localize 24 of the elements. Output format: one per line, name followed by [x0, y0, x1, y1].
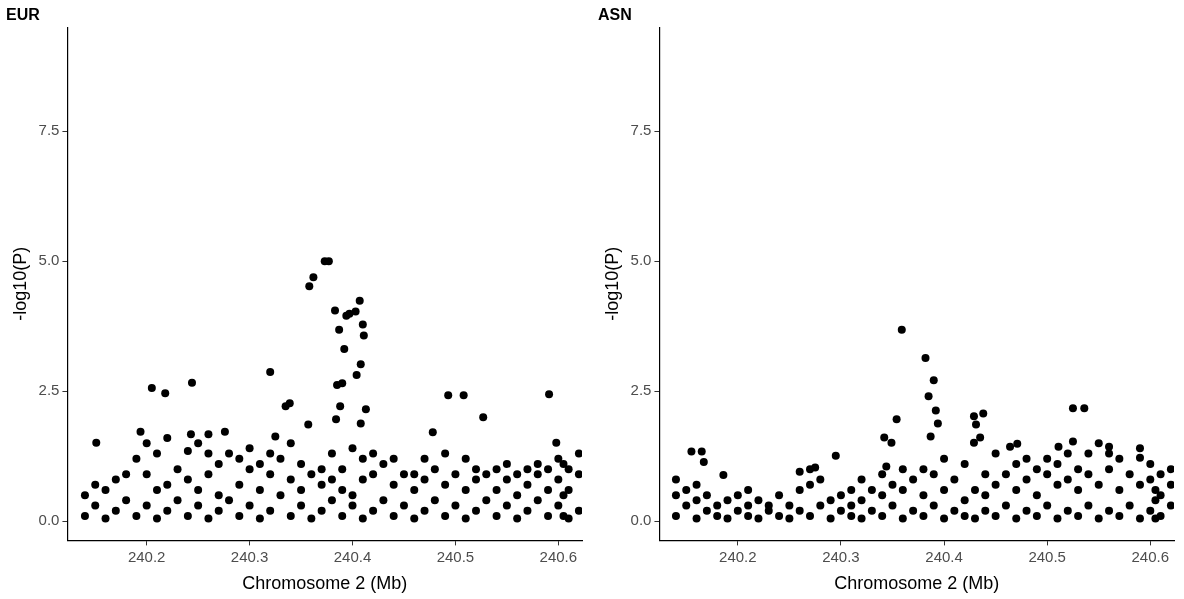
y-tick-label: 5.0	[630, 251, 652, 269]
x-tick-label: 240.2	[719, 547, 757, 565]
y-axis-title: -log10(P)	[9, 246, 30, 321]
x-tick-label: 240.4	[333, 547, 372, 565]
x-tick-label: 240.3	[230, 547, 269, 565]
y-tick-label: 7.5	[38, 121, 60, 139]
y-tick-label: 5.0	[38, 251, 60, 269]
y-tick-label: 0.0	[630, 511, 652, 529]
x-tick-label: 240.3	[822, 547, 860, 565]
y-tick-label: 2.5	[630, 381, 652, 399]
x-axis-title: Chromosome 2 (Mb)	[834, 573, 1000, 594]
x-tick-label: 240.2	[127, 547, 166, 565]
x-tick-label: 240.6	[1131, 547, 1170, 565]
x-tick-label: 240.6	[539, 547, 578, 565]
x-tick-label: 240.5	[1028, 547, 1066, 565]
x-axis-title: Chromosome 2 (Mb)	[242, 573, 408, 594]
y-axis-title: -log10(P)	[601, 246, 622, 321]
y-tick-label: 7.5	[630, 121, 652, 139]
y-tick-label: 0.0	[38, 511, 60, 529]
x-tick-label: 240.4	[925, 547, 963, 565]
chart-title: EUR	[6, 6, 41, 24]
x-tick-label: 240.5	[436, 547, 475, 565]
y-tick-label: 2.5	[38, 381, 60, 399]
chart-title: ASN	[598, 6, 632, 24]
